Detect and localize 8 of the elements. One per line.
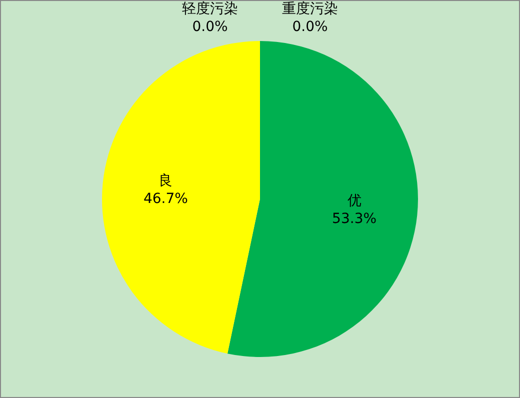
- slice-label: 良: [158, 173, 173, 190]
- slice-label: 优: [347, 192, 362, 209]
- data-label: 46.7%: [143, 191, 188, 208]
- text: 0.0%: [292, 19, 328, 35]
- text: 0.0%: [192, 19, 228, 35]
- data-label: 53.3%: [332, 210, 377, 227]
- category-label: 轻度污染: [182, 1, 238, 17]
- category-label: 重度污染: [282, 1, 338, 17]
